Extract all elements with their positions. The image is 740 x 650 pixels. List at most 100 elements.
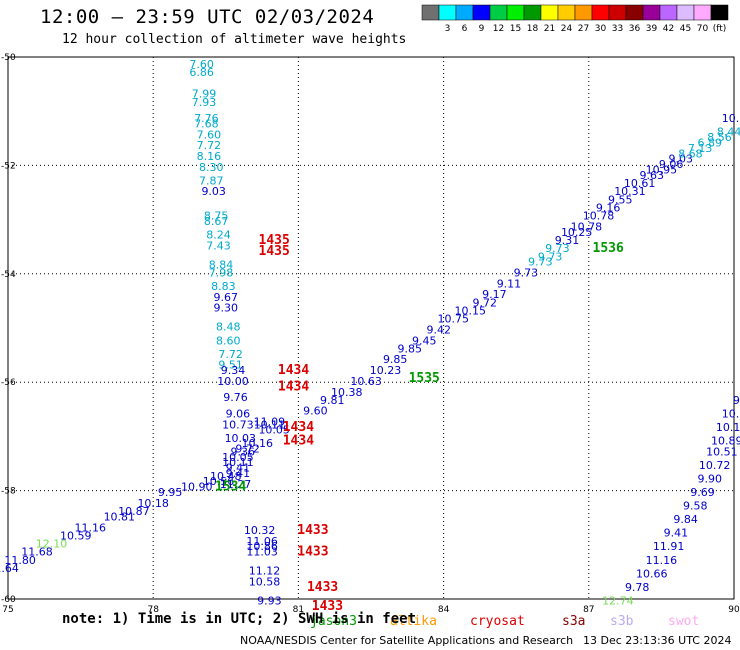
swh-value-label: 10.73 bbox=[222, 418, 254, 431]
swh-value-label: 9.36 bbox=[230, 445, 255, 458]
swh-value-label: 10.87 bbox=[118, 505, 150, 518]
swh-value-label: 10.90 bbox=[181, 481, 213, 494]
swh-value-label: 8.67 bbox=[204, 215, 229, 228]
x-tick-label: 78 bbox=[147, 605, 159, 615]
legend-swatch bbox=[438, 4, 457, 21]
swh-value-label: 9.73 bbox=[538, 250, 563, 263]
swh-value-label: 6.89 bbox=[698, 136, 723, 149]
swh-value-label: 7.68 bbox=[194, 117, 219, 130]
swh-value-label: 9.90 bbox=[698, 472, 723, 485]
swh-value-label: 10.38 bbox=[331, 386, 363, 399]
legend-swatch bbox=[421, 4, 440, 21]
y-tick-label: -56 bbox=[1, 378, 16, 388]
legend-swatch bbox=[506, 4, 525, 21]
legend-swatch bbox=[608, 4, 627, 21]
swh-value-label: 12.74 bbox=[602, 594, 634, 607]
x-tick-label: 90 bbox=[728, 605, 740, 615]
x-tick-label: 81 bbox=[293, 605, 304, 615]
legend-swatch bbox=[540, 4, 559, 21]
y-tick-label: -52 bbox=[1, 161, 16, 171]
swh-value-label: 11.64 bbox=[0, 562, 19, 575]
page-title: 12:00 – 23:59 UTC 02/03/2024 bbox=[40, 6, 375, 28]
pass-time-label: 1534 bbox=[215, 480, 246, 495]
swh-value-label: 7.98 bbox=[209, 267, 234, 280]
swh-value-label: 9.41 bbox=[226, 462, 251, 475]
legend-swatch bbox=[642, 4, 661, 21]
swh-value-label: 10.15 bbox=[454, 304, 486, 317]
legend-label: 6 bbox=[462, 24, 468, 34]
legend-label: 3 bbox=[445, 24, 451, 34]
swh-value-label: 10.05 bbox=[222, 451, 254, 464]
legend-swatch bbox=[574, 4, 593, 21]
swh-value-label: 11.27 bbox=[220, 478, 252, 491]
swh-value-label: 9.73 bbox=[545, 242, 570, 255]
swh-value-label: 9.06 bbox=[659, 158, 684, 171]
mission-legend-altika: altika bbox=[390, 614, 437, 629]
pass-time-label: 1433 bbox=[312, 599, 343, 614]
mission-legend-s3b: s3b bbox=[610, 614, 634, 629]
swh-value-label: 10.66 bbox=[636, 567, 668, 580]
mission-legend-cryosat: cryosat bbox=[470, 614, 525, 629]
legend-label: 33 bbox=[612, 24, 623, 34]
legend-label: 15 bbox=[510, 24, 521, 34]
swh-value-label: 7.13 bbox=[688, 142, 713, 155]
swh-value-label: 9.34 bbox=[221, 364, 246, 377]
swh-value-label: 9.31 bbox=[555, 234, 580, 247]
swh-value-label: 8.48 bbox=[216, 321, 241, 334]
swh-value-label: 10.31 bbox=[614, 185, 646, 198]
swh-value-label: 10.25 bbox=[561, 226, 593, 239]
swh-value-label: 10.75 bbox=[438, 313, 470, 326]
pass-time-label: 1434 bbox=[283, 434, 314, 449]
pass-time-label: 1435 bbox=[259, 244, 290, 259]
swh-value-label: 11.91 bbox=[653, 540, 685, 553]
swh-value-label: 9.16 bbox=[596, 201, 621, 214]
swh-value-label: 7.87 bbox=[199, 174, 224, 187]
y-tick-label: -58 bbox=[1, 487, 16, 497]
x-tick-label: 75 bbox=[2, 605, 13, 615]
swh-value-label: 9.72 bbox=[235, 443, 260, 456]
legend-swatch bbox=[659, 4, 678, 21]
swh-value-label: 10.0 bbox=[722, 112, 740, 125]
swh-value-label: 10.72 bbox=[699, 459, 731, 472]
pass-time-label: 1535 bbox=[409, 371, 440, 386]
pass-time-label: 1434 bbox=[278, 363, 309, 378]
legend-swatch bbox=[489, 4, 508, 21]
footer-notes: note: 1) Time is in UTC; 2) SWH is in fe… bbox=[62, 611, 416, 627]
legend-label: 39 bbox=[646, 24, 658, 34]
pass-time-label: 1433 bbox=[297, 523, 328, 538]
swh-value-label: 9.51 bbox=[218, 359, 243, 372]
swh-value-label: 9.11 bbox=[497, 277, 522, 290]
timestamp-text: 13 Dec 23:13:36 UTC 2024 bbox=[583, 634, 732, 647]
swh-value-label: 10.56 bbox=[203, 475, 235, 488]
swh-value-label: 9.73 bbox=[514, 267, 539, 280]
swh-value-label: 8.56 bbox=[707, 131, 732, 144]
page-subtitle: 12 hour collection of altimeter wave hei… bbox=[62, 32, 407, 47]
swh-value-label: 7.60 bbox=[197, 128, 222, 141]
swh-value-label: 11.03 bbox=[246, 546, 278, 559]
mission-legend-swot: swot bbox=[668, 614, 699, 629]
swh-value-label: 10.05 bbox=[258, 424, 290, 437]
swh-value-label: 9.67 bbox=[214, 291, 239, 304]
swh-value-label: 10.95 bbox=[646, 164, 678, 177]
legend-swatch bbox=[693, 4, 712, 21]
swh-value-label: 11.68 bbox=[21, 546, 53, 559]
swh-value-label: 10.11 bbox=[254, 418, 286, 431]
legend-swatch bbox=[557, 4, 576, 21]
swh-value-label: 11.80 bbox=[4, 554, 36, 567]
note-text: note: 1) Time is in UTC; 2) SWH is in fe… bbox=[62, 611, 417, 627]
pass-time-label: 1433 bbox=[297, 545, 328, 560]
mission-legend-jason3: jason3 bbox=[310, 614, 357, 629]
swh-value-label: 10.51 bbox=[706, 445, 738, 458]
x-tick-label: 87 bbox=[583, 605, 594, 615]
legend-swatch bbox=[710, 4, 729, 21]
swh-value-label: 10.18 bbox=[716, 421, 740, 434]
swh-value-label: 11.16 bbox=[75, 521, 107, 534]
swh-value-label: 11.06 bbox=[246, 535, 278, 548]
legend-swatch bbox=[472, 4, 491, 21]
swh-value-label: 9.78 bbox=[625, 581, 650, 594]
legend-label: 24 bbox=[561, 24, 573, 34]
swh-value-label: 8.68 bbox=[678, 147, 703, 160]
swh-value-label: 11.16 bbox=[646, 554, 678, 567]
swh-value-label: 10.48 bbox=[210, 470, 242, 483]
legend-label: 36 bbox=[629, 24, 641, 34]
